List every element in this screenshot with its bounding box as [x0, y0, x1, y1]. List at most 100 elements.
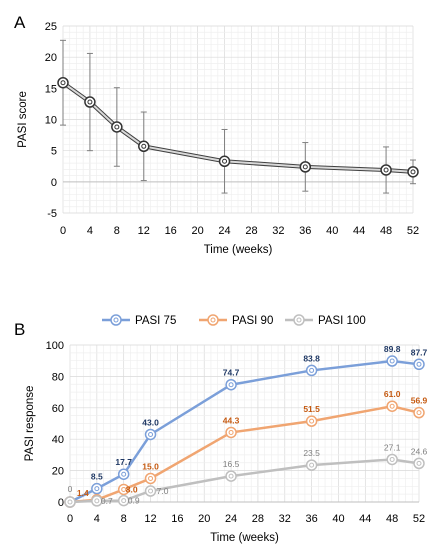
data-point — [138, 140, 150, 153]
data-point-inner — [222, 158, 228, 164]
y-tick-label: 20 — [52, 466, 64, 478]
data-point-inner — [121, 471, 127, 477]
y-tick-label: 60 — [52, 403, 64, 415]
data-label: 0.9 — [128, 496, 140, 506]
y-tick-label: 80 — [52, 371, 64, 383]
data-point — [144, 472, 157, 485]
data-point-inner — [67, 499, 73, 505]
data-point-inner — [228, 429, 234, 435]
legend-marker-inner — [210, 317, 216, 323]
data-label: 74.7 — [223, 368, 240, 378]
data-point-inner — [309, 418, 315, 424]
y-tick-label: 25 — [45, 21, 57, 33]
data-label: 7.0 — [157, 486, 169, 496]
y-tick-label: 100 — [46, 340, 64, 352]
y-tick-label: 40 — [52, 434, 64, 446]
data-point-inner — [141, 143, 147, 149]
data-label: 1.4 — [77, 488, 89, 498]
data-point — [380, 164, 392, 176]
x-tick-label: 0 — [60, 225, 66, 237]
x-tick-label: 40 — [332, 513, 344, 525]
data-point — [111, 121, 123, 133]
data-point-inner — [416, 361, 422, 367]
data-label: 8.0 — [126, 484, 138, 494]
legend-marker-inner — [296, 317, 302, 323]
data-point — [57, 76, 69, 89]
x-tick-label: 0 — [67, 513, 73, 525]
x-tick-label: 20 — [191, 225, 203, 237]
legend-label: PASI 75 — [135, 315, 176, 327]
y-tick-label: 0 — [51, 177, 57, 189]
data-point — [117, 468, 130, 480]
data-point-inner — [416, 460, 422, 466]
data-label: 23.5 — [303, 448, 320, 458]
x-tick-label: 24 — [225, 513, 237, 525]
x-tick-label: 52 — [407, 225, 419, 237]
panel-letter: B — [14, 320, 25, 339]
y-axis-title: PASI response — [24, 386, 36, 462]
data-point-inner — [302, 164, 308, 170]
data-point-inner — [60, 80, 66, 86]
series: 8.5 17.7 43.0 74.7 83.8 89.8 87.7 — [64, 344, 428, 508]
data-point-inner — [389, 456, 395, 462]
data-point-inner — [416, 410, 422, 416]
series — [57, 39, 419, 194]
data-point — [386, 400, 398, 412]
data-label: 8.5 — [91, 472, 103, 482]
data-point-inner — [410, 169, 416, 175]
data-label: 17.7 — [115, 457, 132, 467]
y-tick-label: 20 — [45, 52, 57, 64]
grid — [69, 344, 420, 503]
legend-marker-inner — [113, 317, 119, 323]
data-label: 0.7 — [101, 496, 113, 506]
legend-label: PASI 100 — [318, 315, 366, 327]
grid — [62, 25, 414, 214]
x-tick-label: 8 — [121, 513, 127, 525]
data-point — [305, 459, 318, 471]
x-tick-label: 12 — [144, 513, 156, 525]
data-point-inner — [148, 488, 154, 494]
data-label: 16.5 — [223, 459, 240, 469]
data-point-inner — [228, 382, 234, 388]
data-point-inner — [94, 486, 100, 492]
y-tick-label: -5 — [47, 208, 57, 220]
data-point-inner — [94, 498, 100, 504]
data-point — [225, 426, 237, 439]
series: 0 0.7 0.9 7.0 16.5 23.5 27.1 24.6 — [64, 442, 428, 508]
data-point — [413, 457, 425, 470]
x-tick-label: 52 — [413, 513, 425, 525]
legend-item: PASI 75 — [102, 314, 176, 327]
legend-item: PASI 100 — [285, 314, 366, 327]
data-label: 15.0 — [142, 461, 159, 471]
data-point-inner — [389, 358, 395, 364]
x-tick-label: 48 — [380, 225, 392, 237]
data-label: 83.8 — [303, 353, 320, 363]
data-point — [218, 155, 231, 168]
x-tick-label: 8 — [114, 225, 120, 237]
data-label: 89.8 — [384, 344, 401, 354]
x-tick-label: 28 — [245, 225, 257, 237]
data-point — [386, 453, 398, 466]
data-point-inner — [114, 124, 120, 130]
data-label: 61.0 — [384, 389, 401, 399]
data-point — [413, 358, 425, 371]
series: 1.4 8.0 15.0 44.3 51.5 61.0 56.9 — [64, 389, 428, 508]
data-point — [144, 428, 157, 441]
x-tick-label: 24 — [218, 225, 230, 237]
x-tick-label: 40 — [326, 225, 338, 237]
data-point-inner — [121, 486, 127, 492]
data-point — [407, 166, 419, 178]
x-tick-label: 16 — [171, 513, 183, 525]
panel-letter: A — [14, 13, 26, 32]
x-tick-label: 28 — [252, 513, 264, 525]
data-label: 43.0 — [142, 417, 159, 427]
legend-marker — [110, 314, 122, 326]
x-axis-title: Time (weeks) — [204, 244, 273, 256]
y-tick-label: 0 — [58, 497, 64, 509]
data-point-inner — [309, 462, 315, 468]
data-point — [305, 364, 318, 377]
data-point — [64, 496, 76, 508]
data-label: 56.9 — [411, 396, 428, 406]
data-point — [413, 406, 425, 419]
